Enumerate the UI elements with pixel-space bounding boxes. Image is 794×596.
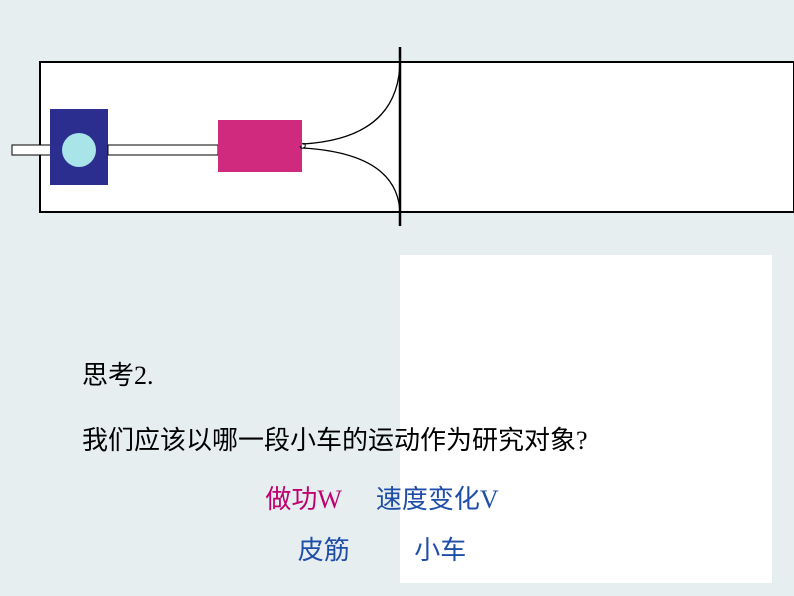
question-title: 思考2. [82, 355, 682, 392]
label-cart: 小车 [414, 536, 466, 565]
answer-row-2: 皮筋 小车 [82, 530, 682, 567]
label-speed: 速度变化V [376, 485, 499, 514]
label-work: 做功W [265, 485, 341, 514]
answer-row-1: 做功W 速度变化V [82, 479, 682, 516]
diagram-svg [0, 0, 794, 240]
cart-block [218, 120, 302, 172]
pulley-circle [62, 133, 96, 167]
rod-left [12, 145, 52, 155]
rod-middle [108, 145, 218, 155]
track-rect [40, 62, 794, 212]
question-text: 我们应该以哪一段小车的运动作为研究对象? [82, 420, 682, 457]
experiment-diagram [0, 0, 794, 240]
label-band: 皮筋 [298, 536, 350, 565]
question-block: 思考2. 我们应该以哪一段小车的运动作为研究对象? 做功W 速度变化V 皮筋 小… [82, 355, 682, 567]
